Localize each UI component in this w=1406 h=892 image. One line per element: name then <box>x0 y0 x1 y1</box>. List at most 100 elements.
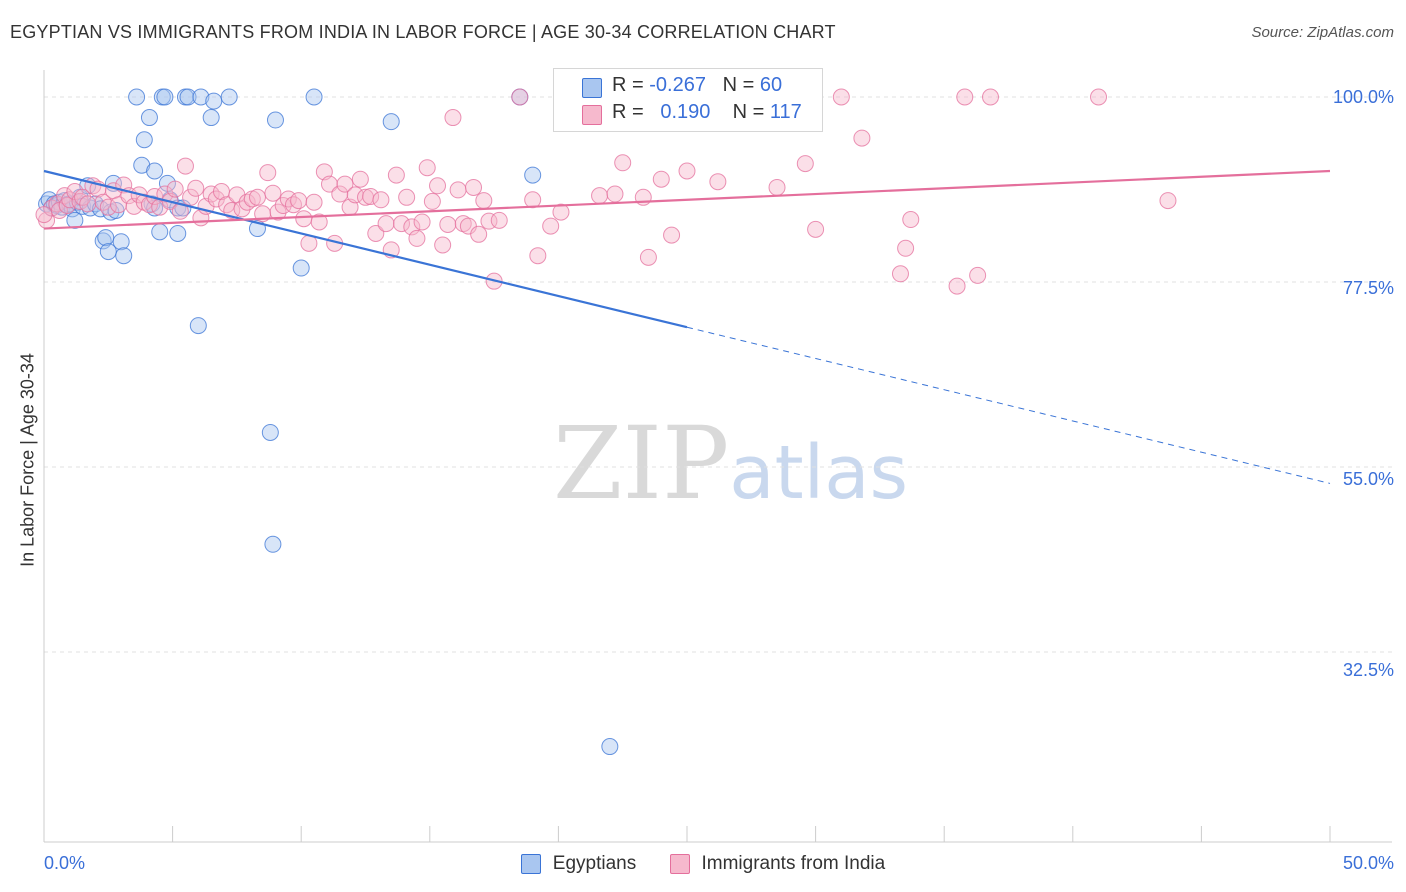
legend-n-label: N = <box>722 74 755 96</box>
india-point <box>542 217 560 235</box>
india-point <box>969 266 987 284</box>
egyptian-point <box>66 211 84 229</box>
india-point <box>652 170 670 188</box>
watermark: ZIPatlas <box>553 405 908 522</box>
series-legend: Egyptians Immigrants from India <box>0 853 1406 880</box>
egyptian-point <box>305 88 323 106</box>
legend-r-label: R = <box>612 101 644 123</box>
series-swatch-india <box>669 854 690 874</box>
egyptian-point <box>264 535 282 553</box>
india-point <box>614 154 632 172</box>
india-point <box>678 162 696 180</box>
india-point <box>709 173 727 191</box>
legend-swatch-egyptians <box>582 78 602 98</box>
india-point <box>310 213 328 231</box>
india-point <box>320 175 338 193</box>
india-point <box>470 225 488 243</box>
india-point <box>423 192 441 210</box>
india-point <box>1159 192 1177 210</box>
india-point <box>99 198 117 216</box>
legend-n-label: N = <box>732 101 765 123</box>
egyptian-trend-line <box>43 169 688 329</box>
legend-r-label: R = <box>612 74 644 96</box>
egyptian-point <box>601 738 619 756</box>
series-label-egyptians: Egyptians <box>552 853 637 874</box>
india-trend-line <box>43 169 1331 230</box>
india-point <box>187 179 205 197</box>
india-point <box>377 215 395 233</box>
india-point <box>465 178 483 196</box>
india-point <box>413 213 431 231</box>
india-point <box>897 239 915 257</box>
india-point <box>832 88 850 106</box>
chart-title: EGYPTIAN VS IMMIGRANTS FROM INDIA IN LAB… <box>10 22 836 42</box>
egyptian-point <box>151 223 169 241</box>
india-point <box>264 184 282 202</box>
source-label: Source: ZipAtlas.com <box>1251 24 1394 41</box>
india-point <box>248 188 266 206</box>
series-label-india: Immigrants from India <box>701 853 886 874</box>
india-point <box>434 236 452 254</box>
series-legend-india[interactable]: Immigrants from India <box>669 853 886 875</box>
india-point <box>35 206 53 224</box>
india-point <box>956 88 974 106</box>
india-point <box>351 170 369 188</box>
india-point <box>259 164 277 182</box>
egyptian-point <box>156 88 174 106</box>
india-point <box>1090 88 1108 106</box>
y-axis-title: In Labor Force | Age 30-34 <box>17 353 38 567</box>
egyptian-trend-extrapolation <box>686 326 1331 484</box>
stats-legend: R = -0.267 N = 60 R = 0.190 N = 117 <box>553 68 823 132</box>
india-point <box>372 191 390 209</box>
egyptian-point <box>292 259 310 277</box>
watermark-zip: ZIP <box>553 405 730 522</box>
egyptian-point <box>146 162 164 180</box>
watermark-atlas: atlas <box>729 430 909 516</box>
series-legend-egyptians[interactable]: Egyptians <box>520 853 637 875</box>
india-point <box>796 155 814 173</box>
india-point <box>853 129 871 147</box>
egyptian-point <box>524 166 542 184</box>
india-point <box>336 175 354 193</box>
egyptian-point <box>169 224 187 242</box>
india-point <box>768 178 786 196</box>
egyptian-point <box>179 88 197 106</box>
legend-row-egyptians: R = -0.267 N = 60 <box>612 74 782 97</box>
egyptian-point <box>112 233 130 251</box>
egyptian-point <box>146 199 164 217</box>
india-point <box>511 88 529 106</box>
india-point <box>418 159 436 177</box>
india-point <box>182 188 200 206</box>
india-point <box>429 177 447 195</box>
y-tick-label-100: 100.0% <box>1332 87 1394 107</box>
egyptian-point <box>94 232 112 250</box>
india-point <box>79 195 97 213</box>
india-point <box>331 185 349 203</box>
india-point <box>807 220 825 238</box>
egyptian-point <box>135 131 153 149</box>
y-tick-label-55: 55.0% <box>1342 469 1394 489</box>
india-point <box>362 187 380 205</box>
x-tick-label-max: 50.0% <box>1342 853 1394 873</box>
india-point <box>408 229 426 247</box>
legend-swatch-india <box>582 105 602 125</box>
egyptian-point <box>189 317 207 335</box>
y-tick-label-32-5: 32.5% <box>1342 660 1394 680</box>
egyptian-point <box>202 109 220 127</box>
legend-row-india: R = 0.190 N = 117 <box>612 101 802 124</box>
egyptian-point <box>261 423 279 441</box>
india-point <box>305 193 323 211</box>
legend-r-value: -0.267 <box>649 74 706 96</box>
india-point <box>606 185 624 203</box>
india-point <box>449 181 467 199</box>
india-point <box>639 248 657 266</box>
india-point <box>981 88 999 106</box>
india-point <box>552 203 570 221</box>
india-point <box>902 211 920 229</box>
egyptian-point <box>192 88 210 106</box>
india-point <box>529 247 547 265</box>
egyptian-point <box>97 229 115 247</box>
india-point <box>591 187 609 205</box>
egyptian-point <box>140 109 158 127</box>
